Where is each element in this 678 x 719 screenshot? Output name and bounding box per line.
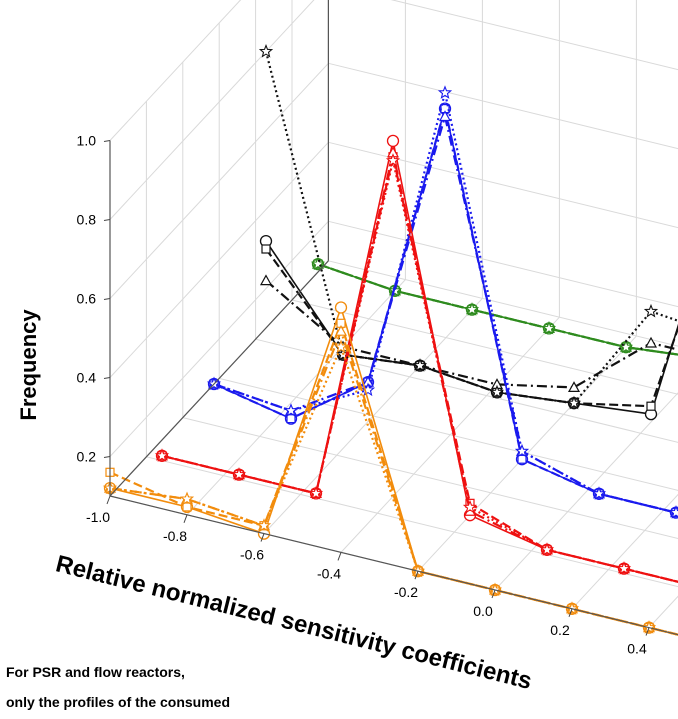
floor-gridline — [219, 377, 678, 491]
data-point-star — [154, 448, 170, 462]
data-point-square — [286, 414, 296, 424]
x-tick-label: 0.0 — [473, 603, 493, 619]
data-point-triangle — [644, 336, 658, 348]
data-point-square — [517, 454, 527, 464]
floor-gridline — [255, 338, 678, 443]
data-point-triangle — [438, 110, 452, 122]
y-tick-mark — [103, 298, 111, 300]
caption-line-2: only the profiles of the consumed — [6, 694, 231, 710]
x-tick-mark — [491, 589, 496, 599]
y-tick-mark — [103, 377, 111, 379]
caption-line-1: For PSR and flow reactors, — [6, 664, 185, 680]
top-edge-line — [328, 0, 678, 93]
series-line-solid — [213, 107, 678, 514]
series-line-dot — [213, 91, 678, 515]
x-tick-label: 0.2 — [550, 622, 570, 638]
data-point-star — [464, 302, 480, 316]
data-point-square — [646, 401, 656, 411]
floor-gridline — [291, 299, 678, 395]
floor-gridline — [182, 417, 678, 540]
y-tick-mark — [103, 140, 111, 142]
data-point-square — [261, 244, 271, 254]
back-wall-gridline — [328, 0, 678, 93]
x-tick-label: -0.2 — [394, 584, 418, 600]
data-point-star — [437, 85, 453, 99]
data-point-star — [231, 467, 247, 481]
series-line-dash — [213, 107, 678, 515]
y-tick-label: 1.0 — [77, 133, 97, 149]
data-point-star — [539, 542, 555, 556]
y-tick-label: 0.8 — [77, 212, 97, 228]
x-tick-label: -0.4 — [317, 565, 341, 581]
data-point-triangle — [334, 324, 348, 336]
data-point-star — [385, 153, 401, 167]
series-line-dashdot — [317, 263, 678, 356]
depth-axis-line — [109, 260, 329, 497]
x-tick-label: -0.6 — [240, 547, 264, 563]
series-line-dash — [161, 155, 678, 583]
data-point-star — [541, 320, 557, 335]
data-point-star — [643, 303, 659, 318]
floor-gridline — [146, 456, 678, 588]
series-line-dashdot — [213, 115, 678, 515]
y-tick-label: 0.2 — [77, 449, 97, 465]
grid — [109, 0, 678, 636]
data-point-star — [489, 384, 505, 399]
data-point-star — [283, 403, 299, 417]
x-tick-label: 0.4 — [627, 641, 647, 657]
y-tick-mark — [103, 456, 111, 458]
y-tick-label: 0.4 — [77, 370, 97, 386]
x-tick-label: -1.0 — [86, 509, 110, 525]
data-point-triangle — [567, 381, 581, 392]
data-point-star — [462, 499, 478, 514]
data-point-star — [514, 443, 530, 458]
x-tick-mark — [260, 533, 265, 542]
back-wall-gridline — [328, 220, 678, 308]
data-point-star — [618, 339, 634, 354]
data-point-circle — [334, 301, 348, 314]
data-point-star — [591, 486, 607, 500]
axes: 0.2 0.4 0.6 0.8 1.0 -1.0 -0.8 -0.6 -0.4 -0.2 0.0 0.… — [77, 0, 678, 657]
series-line-dashdot — [109, 330, 678, 636]
x-tick-mark — [106, 495, 111, 505]
data-point-star — [256, 518, 272, 532]
x-tick-mark — [183, 514, 188, 523]
y-tick-label: 0.6 — [77, 291, 97, 307]
series-group-543: N = 543 — [310, 256, 678, 356]
series-line-dot — [317, 263, 678, 356]
data-point-star — [179, 491, 195, 506]
series-group-229: N = 229 — [154, 134, 678, 583]
y-axis-title: Frequency — [16, 309, 41, 421]
x-tick-mark — [414, 571, 419, 580]
x-tick-mark — [645, 627, 650, 636]
series-line-dash — [109, 322, 678, 636]
data-point-star — [308, 485, 324, 500]
back-wall-gridline — [390, 0, 678, 71]
data-point-star — [310, 256, 326, 271]
x-tick-mark — [568, 608, 573, 617]
data-point-triangle — [259, 274, 273, 286]
x-tick-mark — [337, 552, 342, 561]
y-tick-mark — [103, 219, 111, 221]
data-point-star — [616, 561, 632, 575]
data-point-circle — [386, 134, 400, 148]
data-point-square — [182, 502, 192, 512]
floor-gridline — [328, 260, 678, 347]
data-point-star — [412, 358, 428, 372]
data-point-star — [566, 395, 582, 410]
series-group-148: N = 148 — [258, 43, 678, 421]
data-point-star — [668, 505, 678, 519]
x-tick-label: -0.8 — [163, 528, 187, 544]
data-point-star — [333, 339, 349, 354]
back-wall-gridline — [328, 141, 678, 229]
back-wall-gridline — [328, 62, 678, 150]
data-point-star — [258, 43, 274, 58]
